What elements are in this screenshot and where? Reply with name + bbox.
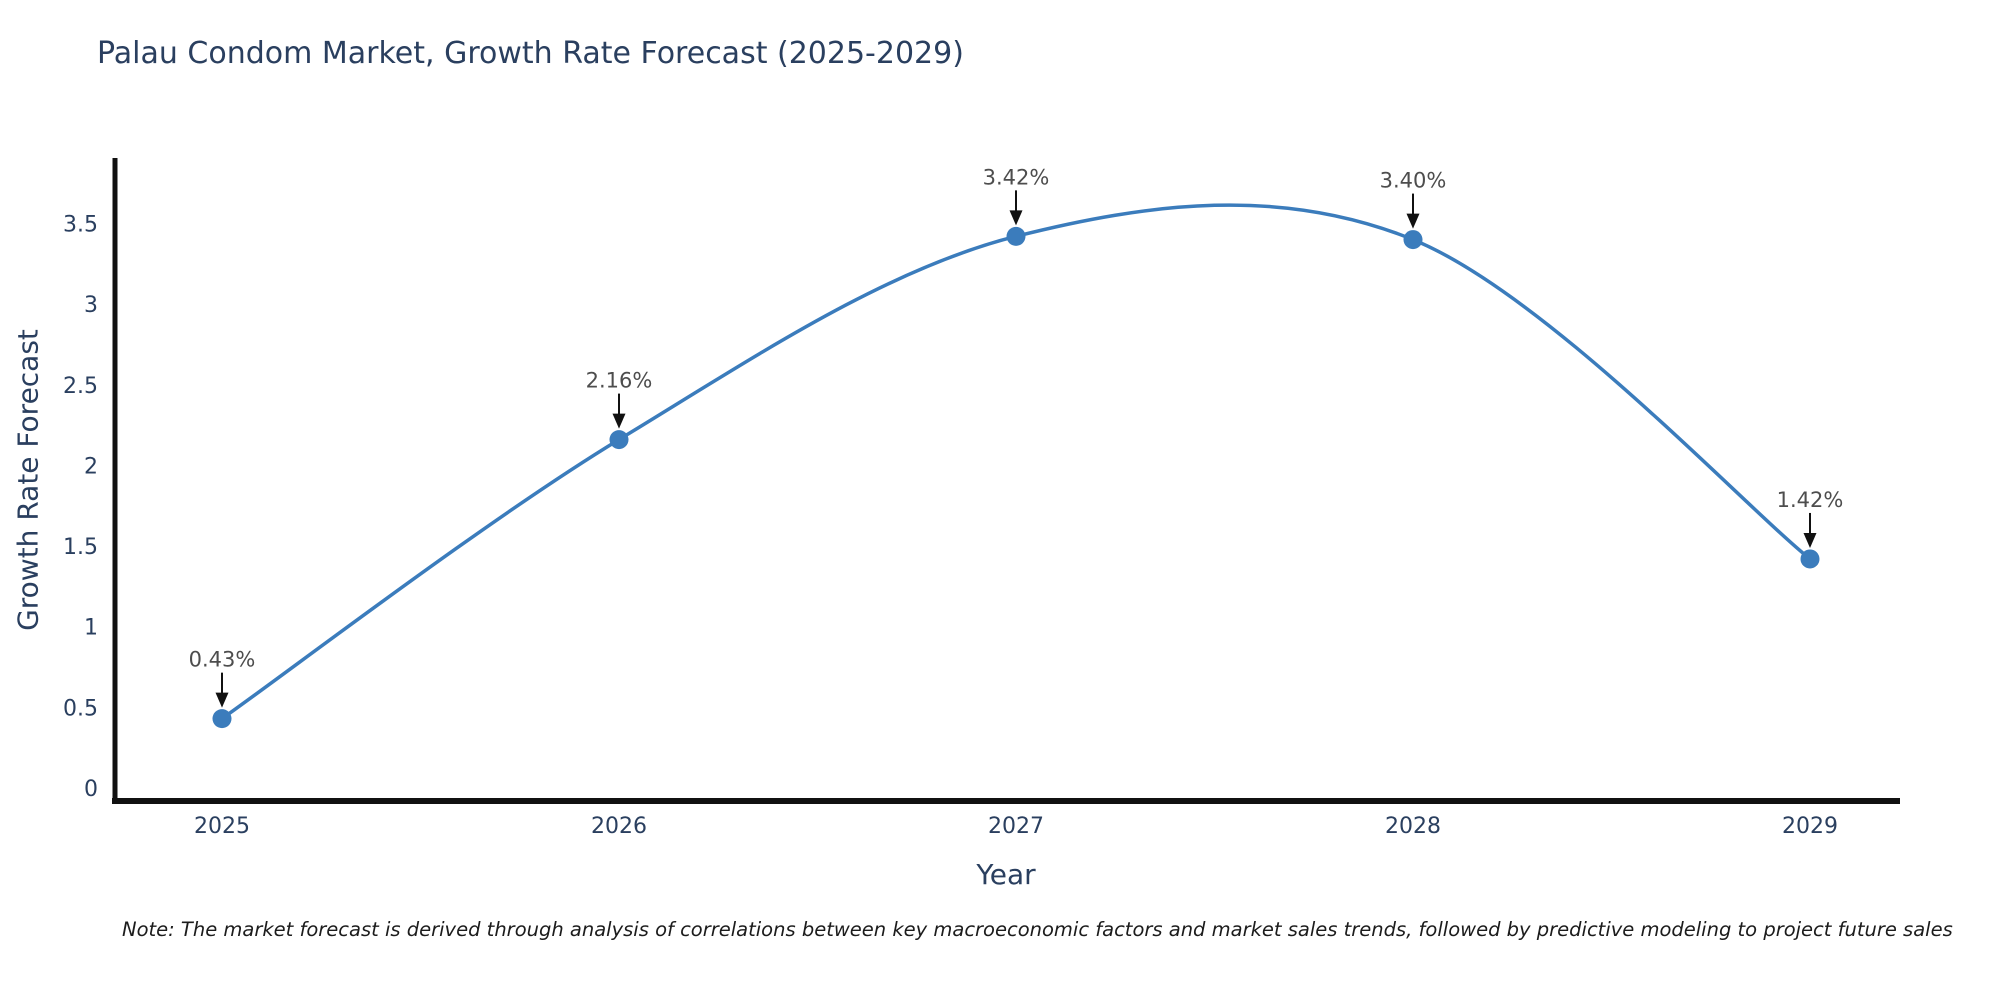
point-value-label: 3.42% <box>983 165 1050 189</box>
y-axis-title: Growth Rate Forecast <box>11 329 45 631</box>
point-value-label: 2.16% <box>586 369 653 393</box>
y-tick-label: 3.5 <box>63 212 98 237</box>
y-tick-label: 1.5 <box>63 535 98 560</box>
footnote: Note: The market forecast is derived thr… <box>122 918 1953 941</box>
x-tick-label: 2025 <box>194 814 250 839</box>
data-point-2029[interactable] <box>1800 549 1820 569</box>
point-value-label: 3.40% <box>1380 169 1447 193</box>
annotation-arrow-head <box>1406 213 1420 229</box>
data-point-2026[interactable] <box>609 430 629 450</box>
forecast-line <box>220 203 1812 721</box>
y-tick-label: 3 <box>84 293 98 318</box>
y-tick-label: 0.5 <box>63 696 98 721</box>
x-tick-label: 2028 <box>1385 814 1441 839</box>
data-point-2027[interactable] <box>1006 226 1026 246</box>
data-point-2025[interactable] <box>212 709 232 729</box>
point-value-label: 1.42% <box>1777 488 1844 512</box>
x-tick-label: 2027 <box>988 814 1044 839</box>
annotation-arrow-head <box>1803 532 1817 548</box>
point-value-label: 0.43% <box>189 648 256 672</box>
y-tick-label: 0 <box>84 777 98 802</box>
y-tick-label: 1 <box>84 616 98 641</box>
x-tick-label: 2029 <box>1782 814 1838 839</box>
annotation-arrow-head <box>215 692 229 708</box>
chart-title: Palau Condom Market, Growth Rate Forecas… <box>97 36 964 71</box>
y-tick-label: 2 <box>84 454 98 479</box>
y-tick-label: 2.5 <box>63 374 98 399</box>
data-point-2028[interactable] <box>1403 230 1423 250</box>
annotation-arrow-head <box>612 413 626 429</box>
x-axis-title: Year <box>976 858 1036 891</box>
annotation-arrow-head <box>1009 210 1023 226</box>
x-tick-label: 2026 <box>591 814 647 839</box>
